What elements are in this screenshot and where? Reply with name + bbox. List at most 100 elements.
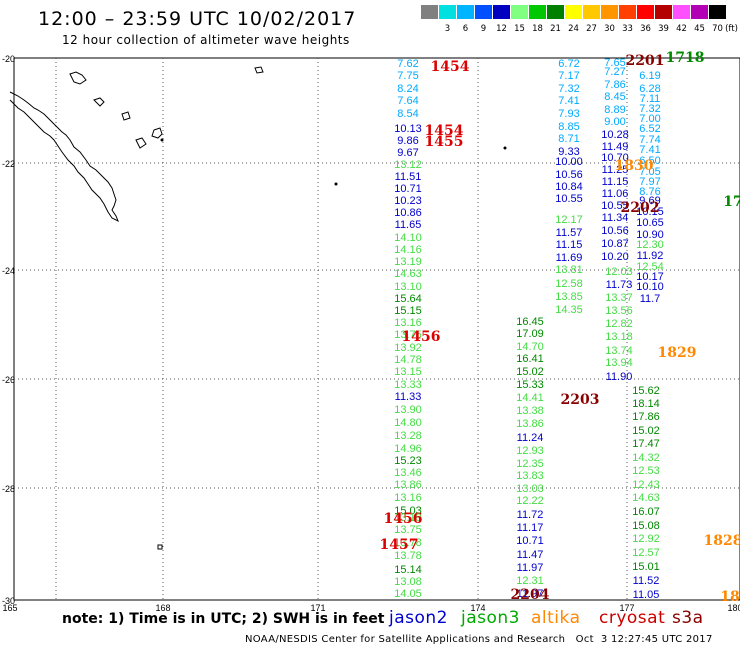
wave-height-value: 13.19 xyxy=(394,512,422,524)
pass-time-label: 1455 xyxy=(425,134,464,150)
island-outline xyxy=(151,127,163,139)
wave-height-value: 10.70 xyxy=(601,152,629,164)
wave-height-value: 15.02 xyxy=(516,366,544,378)
legend-swatch xyxy=(529,5,546,19)
legend-swatch xyxy=(709,5,726,19)
wave-height-value: 13.85 xyxy=(555,291,583,303)
wave-height-value: 11.17 xyxy=(517,522,544,534)
legend-swatch xyxy=(475,5,492,19)
wave-height-value: 7.62 xyxy=(397,58,418,70)
wave-height-value: 12.03 xyxy=(605,266,633,278)
map-subtitle: 12 hour collection of altimeter wave hei… xyxy=(62,33,350,47)
wave-height-value: 10.28 xyxy=(601,129,629,141)
legend-swatch xyxy=(691,5,708,19)
wave-height-value: 15.01 xyxy=(632,561,660,573)
wave-height-value: 11.33 xyxy=(395,391,422,403)
pass-time-label: 1454 xyxy=(431,59,470,75)
wave-height-value: 11.25 xyxy=(602,164,629,176)
wave-height-value: 13.28 xyxy=(394,430,422,442)
wave-height-value: 9.00 xyxy=(604,116,625,128)
wave-height-value: 13.16 xyxy=(394,492,422,504)
pass-time-label: 2202 xyxy=(621,200,660,216)
legend-swatch xyxy=(583,5,600,19)
wave-height-value: 10.10 xyxy=(636,281,664,293)
legend-label: 21 xyxy=(550,24,561,34)
wave-height-value: 12.53 xyxy=(632,465,660,477)
wave-height-value: 12.17 xyxy=(555,214,583,226)
graticule xyxy=(14,58,740,600)
wave-height-value: 15.02 xyxy=(632,425,660,437)
wave-height-value: 17.86 xyxy=(632,411,660,423)
wave-height-value: 13.12 xyxy=(394,159,422,171)
wave-height-value: 11.15 xyxy=(602,176,629,188)
wave-height-value: 8.71 xyxy=(558,133,579,145)
wave-height-value: 13.74 xyxy=(605,345,633,357)
wave-height-value: 10.90 xyxy=(636,229,664,241)
wave-height-value: 13.86 xyxy=(516,418,544,430)
pass-time-label: 2203 xyxy=(561,392,600,408)
wave-height-value: 13.78 xyxy=(394,550,422,562)
wave-height-value: 11.15 xyxy=(556,239,583,251)
legend-swatch xyxy=(565,5,582,19)
legend-label: 27 xyxy=(586,24,597,34)
lat-label: -28 xyxy=(2,484,15,494)
lat-label: -20 xyxy=(2,54,15,64)
wave-height-value: 16.41 xyxy=(516,353,544,365)
legend-swatch xyxy=(439,5,456,19)
wave-height-value: 13.75 xyxy=(394,329,422,341)
satellite-name: s3a xyxy=(672,608,704,628)
legend-swatch xyxy=(601,5,618,19)
wave-height-value: 15.08 xyxy=(632,520,660,532)
wave-height-value: 9.86 xyxy=(397,135,418,147)
lon-label: 174 xyxy=(470,603,485,613)
wave-height-value: 7.17 xyxy=(558,70,579,82)
wave-height-value: 6.19 xyxy=(639,70,660,82)
wave-height-value: 14.16 xyxy=(394,244,422,256)
wave-height-value: 12.35 xyxy=(516,458,544,470)
wave-height-value: 13.94 xyxy=(605,357,633,369)
wave-height-value: 8.76 xyxy=(639,186,660,198)
wave-height-value: 14.80 xyxy=(394,417,422,429)
wave-height-value: 11.06 xyxy=(602,188,629,200)
wave-height-value: 11.69 xyxy=(556,252,583,264)
wave-height-value: 13.03 xyxy=(516,483,544,495)
legend-label: 3 xyxy=(444,24,451,34)
wave-height-value: 11.24 xyxy=(517,432,544,444)
wave-height-value: 16.45 xyxy=(516,316,544,328)
wave-height-value: 10.23 xyxy=(394,195,422,207)
legend-swatch xyxy=(511,5,528,19)
wave-height-value: 14.63 xyxy=(394,268,422,280)
pass-time-label: 1456 xyxy=(402,329,441,345)
pass-time-label: 18 xyxy=(720,589,739,605)
wave-height-value: 7.27 xyxy=(604,66,625,78)
pass-time-label: 1457 xyxy=(380,537,419,553)
wave-height-value: 9.69 xyxy=(639,195,660,207)
wave-height-value: 11.90 xyxy=(606,371,633,383)
wave-height-value: 10.55 xyxy=(601,200,629,212)
wave-height-value: 7.75 xyxy=(397,70,418,82)
wave-height-value: 14.35 xyxy=(555,304,583,316)
wave-height-value: 6.52 xyxy=(639,123,660,135)
wave-height-value: 14.96 xyxy=(394,443,422,455)
wave-height-value: 6.72 xyxy=(558,58,579,70)
island-outline xyxy=(157,544,163,550)
wave-height-value: 10.87 xyxy=(601,238,629,250)
legend-unit: (ft) xyxy=(725,24,738,34)
wave-height-value: 11.92 xyxy=(637,250,664,262)
wave-height-value: 13.38 xyxy=(516,405,544,417)
wave-height-value: 7.74 xyxy=(639,134,660,146)
legend-label: 30 xyxy=(604,24,615,34)
island-dot xyxy=(334,182,338,186)
wave-height-value: 9.67 xyxy=(397,147,418,159)
wave-height-value: 12.57 xyxy=(632,547,660,559)
island-dot xyxy=(503,146,507,150)
note-text: note: 1) Time is in UTC; 2) SWH is in fe… xyxy=(62,611,385,627)
wave-height-value: 13.18 xyxy=(605,331,633,343)
wave-height-value: 11.51 xyxy=(395,171,422,183)
wave-height-value: 11.65 xyxy=(395,219,422,231)
legend-label: 12 xyxy=(496,24,507,34)
wave-height-value: 14.32 xyxy=(632,452,660,464)
wave-height-value: 12.30 xyxy=(636,239,664,251)
legend-swatch xyxy=(493,5,510,19)
wave-height-value: 12.54 xyxy=(636,261,664,273)
